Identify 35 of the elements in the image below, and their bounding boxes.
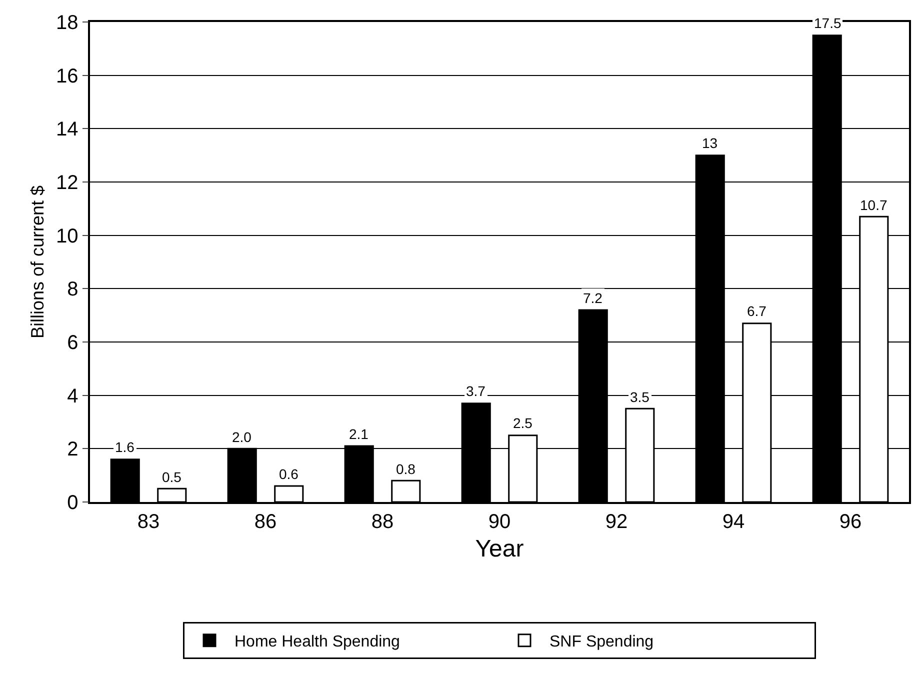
x-tick-label: 96 (839, 510, 862, 533)
y-axis-title: Billions of current $ (28, 185, 48, 339)
data-label: 2.0 (232, 429, 252, 445)
y-tick-label: 0 (67, 492, 78, 514)
data-label: 2.5 (513, 415, 533, 431)
y-tick-label: 4 (67, 385, 78, 408)
y-tick-label: 18 (56, 12, 78, 34)
data-label: 0.5 (162, 469, 182, 485)
x-tick-label: 88 (371, 510, 394, 533)
data-label: 7.2 (583, 290, 603, 306)
x-tick-label: 94 (722, 510, 745, 533)
x-tick-label: 83 (137, 510, 160, 533)
y-tick-label: 16 (56, 65, 78, 88)
x-tick-label: 90 (488, 510, 511, 533)
data-label: 3.5 (630, 389, 650, 405)
y-tick-label: 8 (67, 278, 78, 301)
data-label: 0.6 (279, 466, 299, 482)
data-label: 0.8 (396, 461, 416, 477)
legend-label: Home Health Spending (234, 634, 400, 651)
y-tick-label: 10 (56, 225, 78, 248)
y-tick-label: 12 (56, 172, 78, 194)
legend-label: SNF Spending (550, 634, 654, 651)
x-tick-label: 86 (254, 510, 277, 533)
data-label: 17.5 (814, 15, 842, 31)
data-label: 1.6 (115, 439, 135, 455)
data-label: 3.7 (466, 383, 486, 399)
y-tick-label: 6 (67, 332, 78, 354)
y-tick-label: 14 (56, 118, 78, 141)
data-label: 10.7 (860, 197, 888, 213)
data-label: 2.1 (349, 426, 369, 442)
data-label: 6.7 (747, 303, 767, 319)
x-tick-label: 92 (605, 510, 628, 533)
x-axis-title: Year (475, 536, 524, 563)
y-tick-label: 2 (67, 438, 78, 461)
data-label: 13 (702, 135, 718, 151)
